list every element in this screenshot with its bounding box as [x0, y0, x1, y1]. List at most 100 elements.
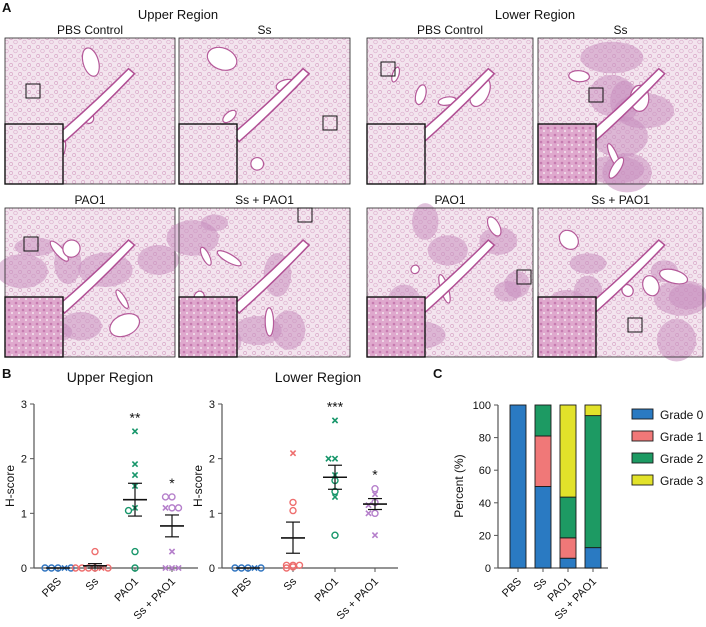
histology-image-pbs-control	[366, 37, 534, 185]
legend-label: Grade 2	[660, 452, 704, 466]
y-tick-label: 0	[485, 563, 491, 575]
x-tick-label: PBS	[40, 576, 64, 600]
inflamed-area	[412, 203, 439, 240]
airway	[232, 239, 311, 315]
x-tick-label: Ss + PAO1	[335, 576, 382, 623]
y-tick-label: 20	[479, 530, 491, 542]
vessel-lumen	[608, 156, 625, 179]
data-point-cross	[365, 510, 372, 517]
data-point-cross	[331, 417, 339, 424]
airway	[57, 67, 136, 143]
zoom-region-marker	[297, 207, 313, 223]
airway	[57, 239, 136, 315]
image-frame	[366, 207, 534, 358]
legend-label: Grade 3	[660, 474, 704, 488]
data-point-circle	[91, 547, 99, 556]
data-point-cross	[175, 564, 182, 572]
significance-marker: **	[130, 409, 141, 425]
image-frame	[537, 37, 704, 185]
inflamed-area	[656, 319, 697, 362]
inflamed-area	[0, 254, 48, 289]
y-tick-label: 80	[479, 433, 491, 445]
zoom-region-marker	[627, 317, 643, 333]
bar-segment-grade-3	[559, 404, 577, 498]
image-label: Ss + PAO1	[591, 193, 650, 207]
histology-image-ss-pao1	[166, 207, 351, 358]
vessel-lumen	[642, 275, 660, 297]
data-point-circle	[289, 498, 297, 507]
magnified-inset	[178, 123, 238, 185]
data-point-cross	[162, 564, 169, 572]
legend-label: Grade 0	[660, 408, 704, 422]
vessel-lumen	[486, 216, 502, 237]
y-tick-label: 2	[21, 454, 27, 466]
zoom-region-marker	[322, 115, 338, 131]
zoom-region-marker	[23, 236, 39, 252]
vessel-lumen	[410, 264, 420, 275]
data-point-circle	[104, 564, 112, 572]
y-tick-label: 1	[209, 508, 215, 520]
vessel-lumen	[115, 289, 129, 310]
data-point-circle	[174, 504, 183, 512]
image-label: PBS Control	[57, 23, 123, 37]
inflamed-area	[137, 244, 180, 275]
region-title: Lower Region	[495, 7, 575, 22]
bar-segment-grade-0	[534, 486, 552, 569]
data-point-circle	[161, 493, 170, 501]
inflamed-area	[580, 41, 644, 74]
magnified-inset	[4, 296, 64, 358]
y-tick-label: 3	[209, 399, 215, 411]
vessel-lumen	[222, 109, 237, 124]
significance-marker: *	[169, 475, 175, 491]
data-point-cross	[131, 460, 139, 468]
data-point-cross	[371, 491, 379, 498]
y-axis-label: Percent (%)	[452, 454, 466, 517]
vessel-lumen	[264, 307, 275, 337]
image-label: Ss	[257, 23, 271, 37]
bar-segment-grade-2	[584, 415, 602, 549]
zoom-region-marker	[380, 61, 396, 77]
zoom-region-marker	[25, 83, 41, 99]
data-point-cross	[168, 548, 176, 555]
vessel-lumen	[414, 84, 427, 106]
region-upper: Upper Region PBS Control Ss PAO1 Ss + PAO1	[0, 7, 351, 358]
inflamed-area	[59, 312, 102, 341]
data-point-circle	[282, 561, 291, 569]
zoom-region-marker	[588, 87, 604, 103]
data-point-cross	[289, 450, 297, 457]
magnified-inset	[178, 296, 238, 358]
vessel-lumen	[81, 47, 100, 77]
significance-marker: ***	[327, 398, 344, 414]
data-point-cross	[325, 455, 332, 462]
y-axis-label: H-score	[191, 465, 205, 507]
legend-swatch-grade-2	[631, 452, 654, 464]
vessel-lumen	[199, 246, 212, 266]
y-tick-label: 60	[479, 465, 491, 477]
panel-letter-c: C	[433, 366, 443, 381]
airway	[587, 239, 666, 315]
airway	[232, 67, 311, 143]
region-title: Upper Region	[138, 7, 218, 22]
vessel-lumen	[250, 156, 265, 171]
airway	[417, 239, 496, 315]
data-point-cross	[162, 504, 169, 512]
x-tick-label: PAO1	[112, 576, 141, 605]
legend-swatch-grade-3	[631, 474, 654, 486]
legend-label: Grade 1	[660, 430, 704, 444]
image-frame	[178, 37, 351, 185]
y-tick-label: 3	[21, 399, 27, 411]
magnified-inset	[537, 123, 597, 185]
airway	[587, 67, 666, 143]
data-point-cross	[371, 532, 379, 539]
image-label: PAO1	[434, 193, 465, 207]
bar-segment-grade-2	[559, 496, 577, 539]
vessel-lumen	[62, 239, 81, 258]
data-point-cross	[168, 564, 176, 572]
inflamed-area	[272, 310, 306, 350]
image-frame	[366, 37, 534, 185]
data-point-cross	[331, 493, 339, 501]
vessel-lumen	[206, 46, 238, 71]
